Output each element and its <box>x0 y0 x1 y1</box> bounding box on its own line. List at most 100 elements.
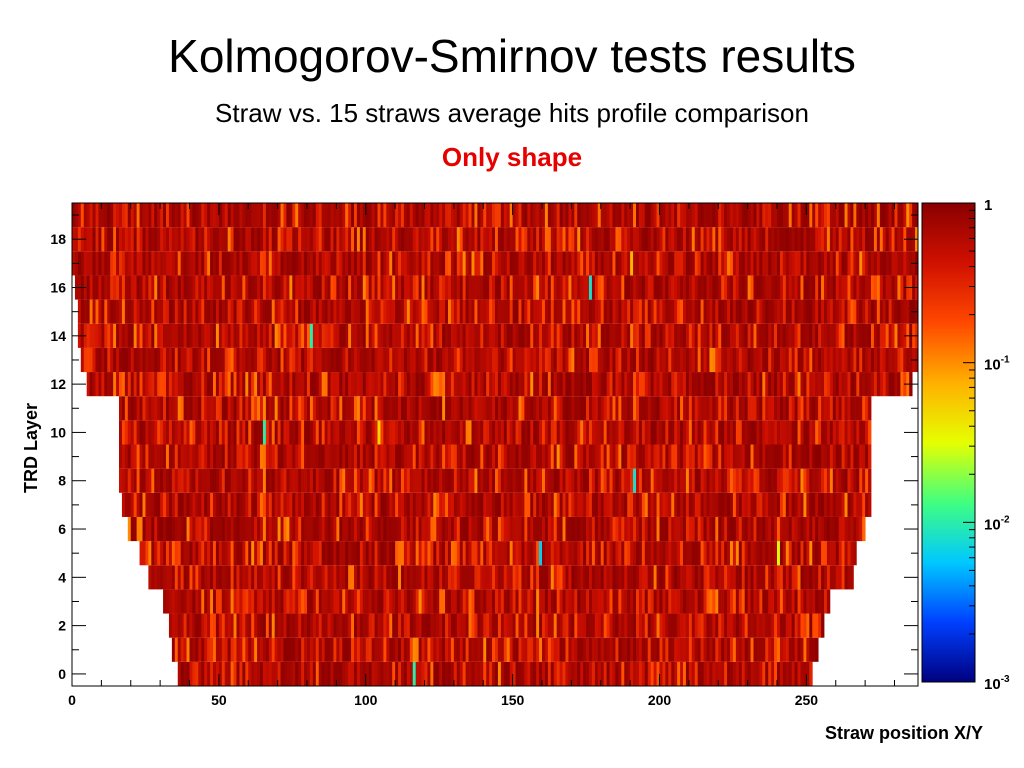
heatmap-cell <box>897 275 901 300</box>
heatmap-cell <box>680 420 684 445</box>
heatmap-cell <box>307 492 311 517</box>
heatmap-cell <box>644 541 649 566</box>
heatmap-cell <box>345 541 349 566</box>
heatmap-cell <box>782 444 787 469</box>
heatmap-cell <box>218 468 223 493</box>
heatmap-cell <box>844 541 848 566</box>
heatmap-cell <box>160 444 164 469</box>
heatmap-cell <box>574 468 578 493</box>
heatmap-cell <box>450 444 455 469</box>
heatmap-cell <box>703 541 707 566</box>
heatmap-cell <box>98 323 102 348</box>
heatmap-cell <box>318 420 323 445</box>
heatmap-cell <box>735 468 740 493</box>
heatmap-cell <box>732 227 737 252</box>
heatmap-cell <box>207 299 211 324</box>
heatmap-cell <box>315 299 320 324</box>
heatmap-cell <box>591 444 596 469</box>
heatmap-cell <box>841 299 845 324</box>
heatmap-cell <box>333 299 337 324</box>
heatmap-cell <box>304 299 308 324</box>
heatmap-cell <box>641 323 646 348</box>
heatmap-cell <box>239 589 243 614</box>
heatmap-cell <box>377 661 381 686</box>
heatmap-cell <box>718 372 722 397</box>
heatmap-cell <box>571 637 575 662</box>
heatmap-cell <box>818 275 822 300</box>
heatmap-cell <box>218 420 223 445</box>
heatmap-cell <box>354 468 358 493</box>
heatmap-cell <box>633 492 637 517</box>
heatmap-cell <box>462 227 467 252</box>
heatmap-cell <box>224 468 229 493</box>
heatmap-cell <box>345 565 349 590</box>
heatmap-cell <box>433 323 437 348</box>
heatmap-cell <box>844 444 848 469</box>
heatmap-cell <box>160 275 164 300</box>
heatmap-cell <box>583 516 587 542</box>
heatmap-cell <box>521 444 525 469</box>
heatmap-cell <box>818 323 822 348</box>
heatmap-cell <box>412 516 417 542</box>
heatmap-cell <box>265 396 270 421</box>
heatmap-cell <box>283 203 287 228</box>
heatmap-cell <box>330 347 334 373</box>
heatmap-cell <box>659 637 663 662</box>
heatmap-cell <box>506 420 511 445</box>
heatmap-cell <box>691 299 696 324</box>
heatmap-cell <box>727 637 731 662</box>
heatmap-cell <box>580 420 584 445</box>
heatmap-cell <box>671 444 675 469</box>
heatmap-cell <box>345 637 349 662</box>
heatmap-cell <box>530 299 534 324</box>
heatmap-cell <box>121 420 126 445</box>
heatmap-cell <box>738 589 743 614</box>
heatmap-cell <box>477 565 481 590</box>
heatmap-cell <box>847 565 851 590</box>
heatmap-cell <box>727 275 731 300</box>
heatmap-cell <box>371 589 375 614</box>
heatmap-cell <box>163 372 167 397</box>
heatmap-cell <box>433 372 437 397</box>
heatmap-cell <box>421 396 425 421</box>
heatmap-cell <box>154 444 158 469</box>
heatmap-cell <box>785 323 790 348</box>
heatmap-cell <box>224 227 229 252</box>
heatmap-cell <box>315 541 320 566</box>
heatmap-cell <box>888 299 892 324</box>
heatmap-cell <box>683 372 687 397</box>
heatmap-cell <box>865 227 869 252</box>
heatmap-cell <box>139 323 143 348</box>
heatmap-cell <box>342 227 346 252</box>
heatmap-cell <box>847 323 851 348</box>
heatmap-cell <box>380 613 384 638</box>
heatmap-cell <box>542 541 546 566</box>
heatmap-cell <box>477 275 481 300</box>
heatmap-cell <box>756 420 760 445</box>
heatmap-cell <box>195 516 199 542</box>
heatmap-cell <box>398 227 402 252</box>
heatmap-cell <box>392 396 396 421</box>
heatmap-cell <box>859 516 863 542</box>
heatmap-cell <box>260 444 264 469</box>
heatmap-cell <box>829 468 834 493</box>
heatmap-cell <box>371 565 375 590</box>
heatmap-cell <box>721 637 725 662</box>
heatmap-cell <box>871 323 875 348</box>
heatmap-cell <box>213 275 217 300</box>
heatmap-cell <box>318 516 323 542</box>
heatmap-cell <box>424 492 428 517</box>
heatmap-cell <box>148 227 152 252</box>
heatmap-cell <box>709 372 713 397</box>
heatmap-cell <box>741 396 746 421</box>
heatmap-cell <box>900 251 904 276</box>
heatmap-cell <box>136 396 140 421</box>
heatmap-cell <box>859 372 863 397</box>
heatmap-cell <box>627 661 631 686</box>
heatmap-cell <box>174 372 179 397</box>
heatmap-cell <box>189 299 193 324</box>
heatmap-cell <box>571 323 575 348</box>
heatmap-cell <box>324 275 328 300</box>
heatmap-cell <box>409 613 414 638</box>
heatmap-cell <box>251 468 255 493</box>
